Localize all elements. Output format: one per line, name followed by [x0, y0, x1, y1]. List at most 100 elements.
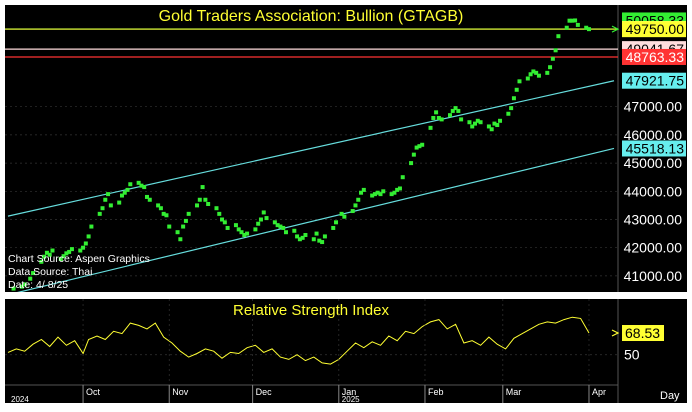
price-dot — [183, 218, 188, 223]
price-dot — [389, 192, 394, 197]
price-dot — [300, 235, 305, 240]
price-dot — [31, 271, 36, 276]
price-tick-label: 44000.00 — [624, 183, 683, 199]
price-dot — [292, 228, 297, 233]
price-dot — [125, 187, 130, 192]
price-dot — [272, 220, 277, 225]
date-note: Date: 4/ 8/25 — [8, 279, 68, 291]
rsi-last-arrow — [611, 329, 620, 337]
price-dot — [311, 237, 316, 242]
price-axis-ticks: 41000.00 42000.00 43000.00 44000.00 45000.00… — [624, 99, 683, 284]
price-dot — [331, 225, 336, 230]
level-label-box — [622, 72, 686, 89]
price-dot — [314, 231, 319, 236]
price-dot — [450, 108, 455, 113]
chart-title: Gold Traders Association: Bullion (GTAGB… — [159, 8, 464, 25]
price-dot — [548, 65, 553, 70]
price-dot — [297, 237, 302, 242]
price-dot — [122, 190, 127, 195]
price-dot — [81, 245, 86, 250]
price-dot — [19, 284, 24, 289]
price-dot — [528, 72, 533, 77]
price-dot — [447, 113, 452, 118]
price-dot — [470, 124, 475, 129]
price-dot — [42, 254, 47, 259]
price-dot — [158, 206, 163, 211]
x-unit-label: Day — [660, 390, 680, 402]
price-dots — [11, 18, 591, 291]
price-dot — [570, 18, 575, 23]
price-dot — [253, 227, 258, 232]
price-dot — [545, 70, 550, 75]
price-dot — [89, 224, 94, 229]
date-axis: Oct Nov Dec Jan Feb Mar Apr 2024 2025 — [11, 299, 606, 404]
price-panel — [5, 5, 687, 292]
price-dot — [214, 206, 219, 211]
chart-source-note: Chart Source: Aspen Graphics — [8, 253, 150, 265]
price-dot — [428, 125, 433, 130]
price-dot — [203, 197, 208, 202]
price-dot — [39, 259, 44, 264]
price-dot — [334, 220, 339, 225]
price-dot — [514, 87, 519, 92]
rsi-tick-label: 50 — [624, 347, 640, 363]
price-level-labels: 50058.3349755.0049750.0049041.6748763.33… — [611, 12, 686, 157]
price-dot — [575, 22, 580, 27]
price-dot — [395, 187, 400, 192]
price-dot — [156, 203, 161, 208]
price-dot — [47, 252, 52, 257]
price-dot — [459, 117, 464, 122]
price-dot — [161, 211, 166, 216]
level-label: 45518.13 — [626, 140, 685, 156]
price-dot — [320, 240, 325, 245]
price-dot — [236, 227, 241, 232]
price-dot — [550, 56, 555, 61]
price-tick-label: 46000.00 — [624, 127, 683, 143]
price-dot — [28, 276, 33, 281]
price-dot — [556, 34, 561, 39]
price-dot — [414, 145, 419, 150]
price-dot — [206, 201, 211, 206]
price-dot — [517, 79, 522, 84]
price-dot — [195, 203, 200, 208]
price-dot — [22, 282, 27, 287]
price-dot — [220, 217, 225, 222]
price-dot — [97, 211, 102, 216]
price-dot — [467, 120, 472, 125]
price-dot — [100, 206, 105, 211]
price-dot — [239, 230, 244, 235]
rsi-current-label: 68.53 — [625, 325, 660, 341]
year-label: 2025 — [342, 395, 360, 404]
level-lines — [5, 28, 618, 58]
price-dot — [164, 213, 169, 218]
price-dot — [58, 256, 63, 261]
level-label: 48763.33 — [626, 49, 685, 65]
rsi-current-box — [622, 325, 664, 342]
source-notes: Chart Source: Aspen Graphics Data Source… — [8, 253, 150, 291]
price-dot — [439, 117, 444, 122]
price-dot — [108, 203, 113, 208]
price-dot — [478, 120, 483, 125]
price-dot — [222, 220, 227, 225]
price-dot — [350, 209, 355, 214]
price-dot — [486, 124, 491, 129]
price-dot — [117, 200, 122, 205]
price-dot — [106, 192, 111, 197]
price-dot — [233, 223, 238, 228]
price-dot — [411, 152, 416, 157]
price-dot — [136, 180, 141, 185]
price-dot — [281, 225, 286, 230]
price-dot — [453, 106, 458, 111]
price-dot — [69, 247, 74, 252]
rsi-polyline — [7, 316, 590, 365]
price-dot — [492, 121, 497, 126]
price-dot — [61, 254, 66, 259]
price-dot — [303, 233, 308, 238]
price-dot — [144, 194, 149, 199]
price-dot — [509, 106, 514, 111]
price-dot — [381, 189, 386, 194]
price-dot — [436, 115, 441, 120]
month-label: Jan — [342, 387, 357, 397]
price-dot — [103, 197, 108, 202]
